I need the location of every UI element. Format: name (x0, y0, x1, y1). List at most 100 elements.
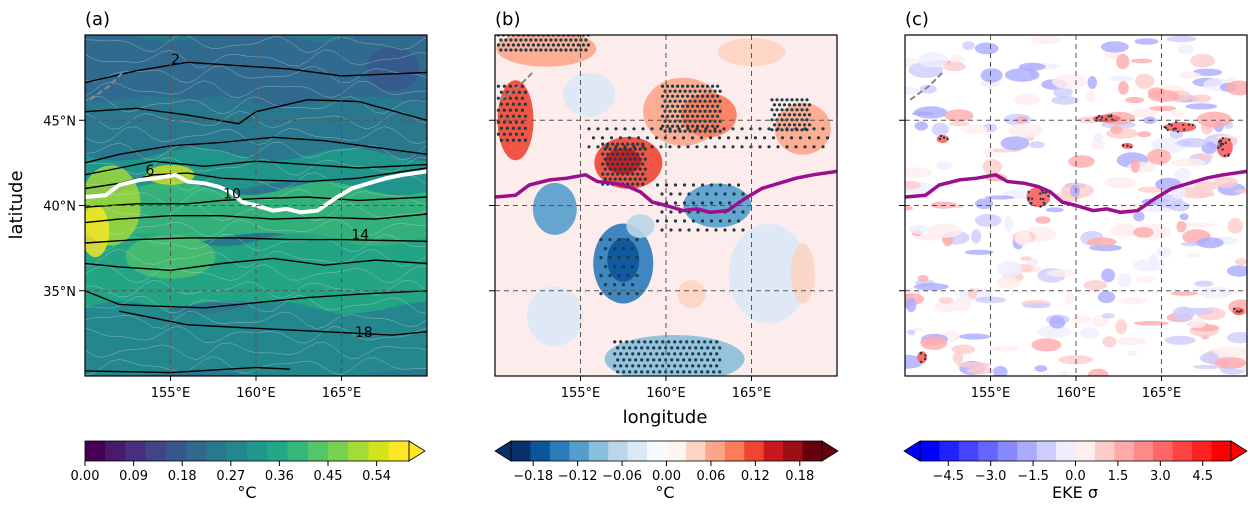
stipple-dot (641, 182, 645, 186)
stipple-dot (700, 358, 704, 362)
stipple-dot (603, 283, 608, 287)
stipple-dot (623, 177, 627, 181)
stipple-dot (636, 162, 640, 166)
stipple-dot (700, 346, 704, 350)
stipple-dot (1027, 196, 1030, 200)
colorbar-tick-label: 0.27 (216, 469, 245, 484)
stipple-dot (676, 84, 680, 88)
stipple-dot (637, 352, 641, 356)
stipple-dot (696, 94, 700, 98)
stipple-dot (787, 123, 792, 127)
eke-patch (1132, 107, 1159, 119)
stipple-dot (712, 370, 716, 374)
colorbar-tick-label: 0.0 (1065, 469, 1086, 484)
stipple-dot (621, 172, 625, 176)
colorbar-tick-label: 0.54 (362, 469, 391, 484)
stipple-dot (770, 128, 774, 132)
stipple-dot (681, 84, 685, 88)
anomaly-blob (526, 286, 583, 347)
stipple-dot (551, 43, 556, 47)
colorbar-tick-label: 0.09 (119, 469, 148, 484)
stipple-dot (1044, 191, 1047, 194)
stipple-dot (694, 370, 698, 374)
stipple-dot (688, 129, 692, 133)
stipple-dot (1107, 115, 1110, 118)
colorbar-segment (267, 441, 288, 461)
colorbar-segment (1056, 441, 1076, 461)
colorbar-tick-label: 0.00 (71, 469, 100, 484)
stipple-dot (661, 364, 665, 368)
stipple-dot (606, 172, 610, 176)
eke-patch (1133, 321, 1169, 326)
stipple-dot (693, 99, 697, 103)
stipple-dot (771, 136, 776, 140)
stipple-dot (621, 265, 626, 269)
stipple-dot (1042, 201, 1046, 205)
eke-patch (1189, 222, 1216, 228)
coast-line (89, 71, 124, 101)
stipple-dot (511, 43, 515, 47)
stipple-dot (681, 114, 685, 118)
stipple-dot (566, 43, 571, 47)
stipple-dot (688, 358, 692, 362)
stipple-dot (616, 162, 620, 166)
stipple-dot (619, 340, 623, 344)
stipple-dot (520, 96, 525, 100)
stipple-dot (731, 145, 735, 149)
stipple-dot (599, 274, 603, 278)
eke-patch (990, 346, 1019, 352)
stipple-dot (519, 38, 523, 42)
stipple-dot (685, 340, 689, 344)
stipple-dot (718, 183, 723, 187)
stipple-dot (782, 113, 787, 117)
eke-patch (1178, 71, 1201, 79)
stipple-dot (655, 219, 660, 223)
stipple-dot (564, 48, 568, 52)
stipple-dot (514, 38, 518, 42)
stipple-dot (803, 127, 807, 131)
stipple-dot (687, 192, 691, 196)
stipple-dot (1095, 116, 1099, 120)
colorbar-segment (226, 441, 248, 461)
stipple-dot (706, 104, 710, 108)
stipple-dot (807, 123, 812, 127)
colorbar-extend-min (903, 440, 921, 462)
stipple-dot (705, 228, 709, 232)
eke-patch (919, 84, 937, 94)
eke-patch (952, 297, 972, 312)
stipple-dot (686, 104, 690, 108)
eke-patch (964, 249, 994, 255)
stipple-dot (520, 132, 525, 136)
stipple-dot (1227, 154, 1230, 157)
eke-patch (1125, 96, 1145, 104)
thin-contour (85, 311, 427, 330)
colorbar-segment (1153, 441, 1174, 461)
stipple-dot (701, 104, 705, 108)
eke-patch (968, 288, 978, 299)
eke-patch (948, 121, 970, 127)
stipple-dot (790, 98, 794, 102)
stipple-dot (611, 162, 615, 166)
stipple-dot (617, 292, 621, 296)
colorbar-tick-label: 0.36 (265, 469, 294, 484)
stipple-dot (622, 358, 626, 362)
stipple-dot (712, 346, 716, 350)
eke-patch (1134, 38, 1159, 45)
stipple-dot (505, 102, 509, 106)
stipple-dot (667, 340, 671, 344)
stipple-dot (554, 38, 558, 42)
colorbar-segment (1075, 441, 1096, 461)
front-path-white (85, 169, 427, 215)
stipple-dot (617, 274, 621, 278)
eke-patch (1072, 315, 1091, 324)
anomaly-blob (563, 72, 616, 117)
stipple-dot (1240, 309, 1243, 312)
stipple-dot (634, 346, 638, 350)
colorbar-segment (920, 441, 940, 461)
stipple-dot (687, 228, 691, 232)
stipple-dot (660, 210, 664, 214)
stipple-dot (753, 136, 758, 140)
eke-patch (1000, 136, 1030, 151)
stipple-dot (641, 172, 645, 176)
